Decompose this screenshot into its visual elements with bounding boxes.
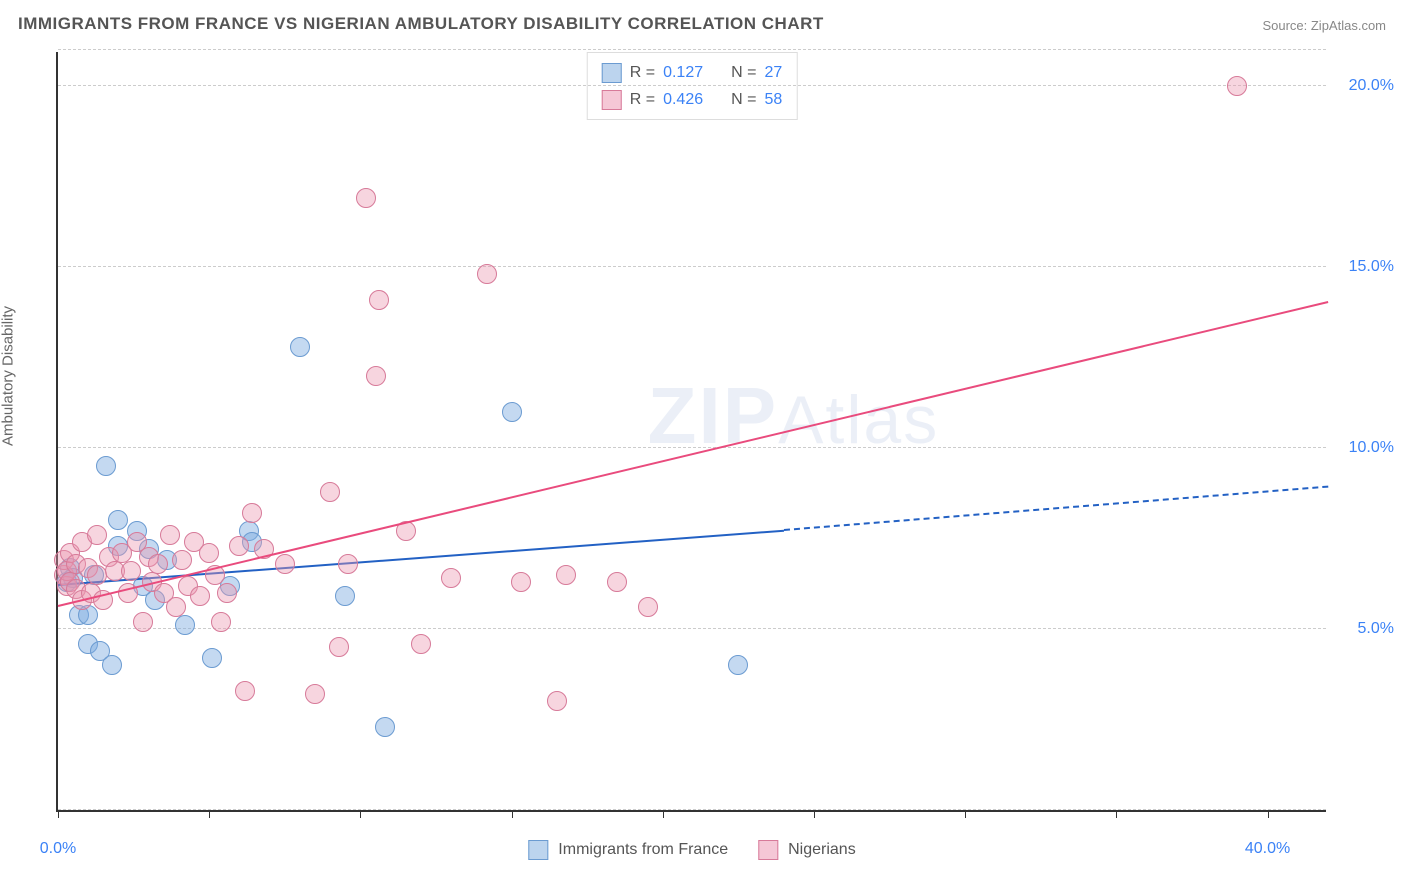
scatter-point [511,572,531,592]
scatter-point [87,525,107,545]
scatter-point [199,543,219,563]
scatter-point [108,510,128,530]
scatter-point [638,597,658,617]
scatter-point [102,655,122,675]
legend-n-label: N = [731,59,756,86]
scatter-point [290,337,310,357]
trend-line [58,301,1328,607]
legend-swatch [602,90,622,110]
x-tick [209,810,210,818]
y-tick-label: 10.0% [1334,439,1394,457]
scatter-point [202,648,222,668]
scatter-point [172,550,192,570]
scatter-plot: ZIPAtlas R = 0.127N = 27R = 0.426N = 58 … [56,52,1326,812]
x-tick [1116,810,1117,818]
scatter-point [366,366,386,386]
scatter-point [166,597,186,617]
gridline-h [58,447,1326,448]
x-tick [512,810,513,818]
scatter-point [441,568,461,588]
scatter-point [175,615,195,635]
x-tick-label: 0.0% [40,840,76,858]
chart-title: IMMIGRANTS FROM FRANCE VS NIGERIAN AMBUL… [18,14,824,34]
legend-row: R = 0.127 N = 27 [602,59,783,86]
scatter-point [547,691,567,711]
scatter-point [338,554,358,574]
y-tick-label: 5.0% [1334,620,1394,638]
legend-row: R = 0.426 N = 58 [602,86,783,113]
scatter-point [190,586,210,606]
legend-swatch [602,63,622,83]
scatter-point [335,586,355,606]
series-legend-label: Nigerians [788,841,856,859]
scatter-point [329,637,349,657]
gridline-h [58,85,1326,86]
x-tick [1268,810,1269,818]
scatter-point [556,565,576,585]
scatter-point [1227,76,1247,96]
scatter-point [96,456,116,476]
series-legend-item: Nigerians [758,840,856,860]
series-legend-item: Immigrants from France [528,840,728,860]
legend-n-value: 27 [764,59,782,86]
gridline-h [58,266,1326,267]
scatter-point [211,612,231,632]
scatter-point [87,565,107,585]
scatter-point [229,536,249,556]
scatter-point [133,612,153,632]
x-tick [965,810,966,818]
legend-r-label: R = [630,86,655,113]
gridline-h [58,49,1326,50]
gridline-h [58,809,1326,810]
scatter-point [235,681,255,701]
y-axis-label: Ambulatory Disability [0,306,17,446]
scatter-point [305,684,325,704]
legend-n-label: N = [731,86,756,113]
scatter-point [728,655,748,675]
scatter-point [160,525,180,545]
y-tick-label: 15.0% [1334,258,1394,276]
y-tick-label: 20.0% [1334,77,1394,95]
x-tick-label: 40.0% [1245,840,1290,858]
x-tick [360,810,361,818]
legend-swatch [758,840,778,860]
scatter-point [148,554,168,574]
scatter-point [275,554,295,574]
scatter-point [607,572,627,592]
trend-line [784,486,1328,531]
x-tick [58,810,59,818]
legend-r-value: 0.426 [663,86,703,113]
scatter-point [242,503,262,523]
gridline-h [58,628,1326,629]
series-legend-label: Immigrants from France [558,841,728,859]
scatter-point [502,402,522,422]
scatter-point [356,188,376,208]
scatter-point [477,264,497,284]
legend-swatch [528,840,548,860]
legend-r-label: R = [630,59,655,86]
x-tick [663,810,664,818]
legend-r-value: 0.127 [663,59,703,86]
legend-n-value: 58 [764,86,782,113]
scatter-point [411,634,431,654]
source-attribution: Source: ZipAtlas.com [1262,18,1386,33]
scatter-point [369,290,389,310]
scatter-point [375,717,395,737]
series-legend: Immigrants from France Nigerians [528,840,855,860]
scatter-point [217,583,237,603]
scatter-point [121,561,141,581]
scatter-point [320,482,340,502]
x-tick [814,810,815,818]
